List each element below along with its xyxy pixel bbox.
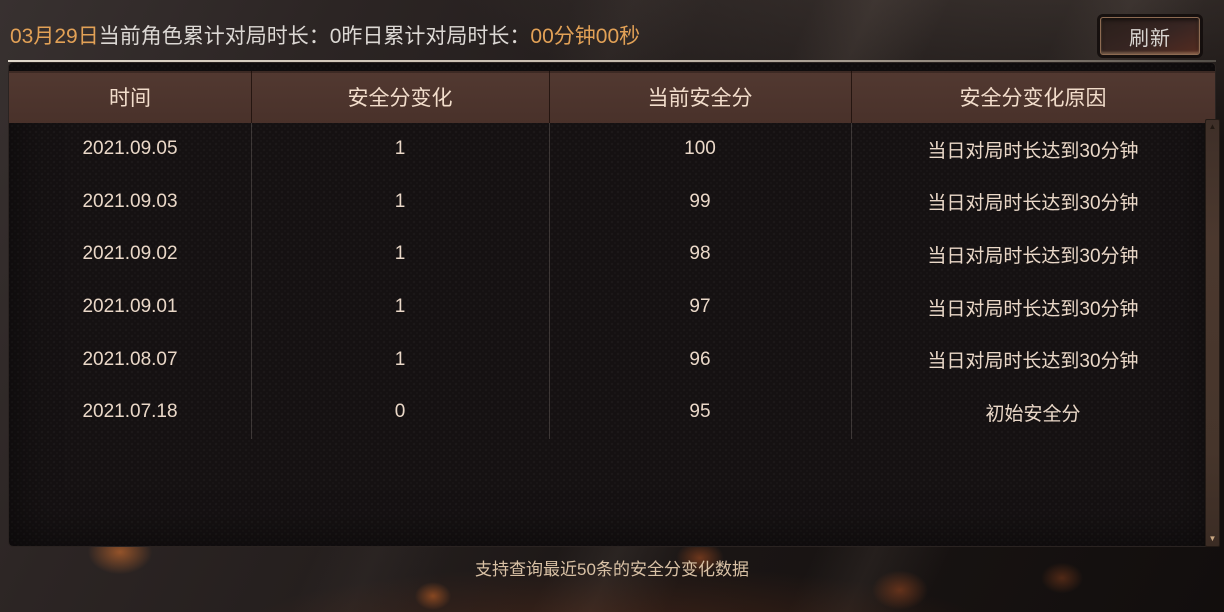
header-column-divider (851, 71, 852, 123)
column-header-current-score: 当前安全分 (647, 87, 753, 110)
scroll-down-icon[interactable]: ▼ (1208, 534, 1217, 543)
table-body: 2021.09.05 1 100 当日对局时长达到30分钟 2021.09.03… (9, 123, 1215, 439)
column-header-time: 时间 (109, 87, 151, 110)
scroll-up-icon[interactable]: ▲ (1208, 122, 1217, 131)
body-column-divider (251, 123, 252, 439)
cell-current-score: 96 (689, 348, 711, 370)
cell-score-change: 1 (394, 190, 406, 212)
yesterday-playtime-value: 00分钟00秒 (530, 25, 641, 48)
cell-score-change: 1 (394, 348, 406, 370)
status-bar: 03月29日当前角色累计对局时长：0昨日累计对局时长：00分钟00秒 (10, 23, 640, 51)
table-row: 2021.09.03 1 99 当日对局时长达到30分钟 (9, 176, 1215, 229)
yesterday-playtime-label: 昨日累计对局时长： (341, 25, 531, 48)
column-header-score-change: 安全分变化 (347, 87, 453, 110)
cell-reason: 当日对局时长达到30分钟 (927, 193, 1139, 215)
cell-reason: 当日对局时长达到30分钟 (927, 298, 1139, 320)
cell-date: 2021.09.03 (82, 190, 178, 212)
cell-current-score: 98 (689, 243, 711, 265)
cell-current-score: 95 (689, 401, 711, 423)
table-row: 2021.09.02 1 98 当日对局时长达到30分钟 (9, 228, 1215, 281)
column-header-change-reason: 安全分变化原因 (959, 87, 1107, 110)
cell-date: 2021.09.02 (82, 243, 178, 265)
refresh-button[interactable]: 刷新 (1100, 17, 1200, 55)
cell-date: 2021.09.01 (82, 296, 178, 318)
cell-score-change: 0 (394, 401, 406, 423)
cell-reason: 当日对局时长达到30分钟 (927, 245, 1139, 267)
table-row: 2021.09.05 1 100 当日对局时长达到30分钟 (9, 123, 1215, 176)
cell-reason: 初始安全分 (985, 403, 1081, 425)
cell-current-score: 99 (689, 190, 711, 212)
cell-score-change: 1 (394, 296, 406, 318)
footer-note: 支持查询最近50条的安全分变化数据 (475, 560, 749, 579)
cell-current-score: 100 (684, 138, 716, 160)
cell-reason: 当日对局时长达到30分钟 (927, 140, 1139, 162)
cumulative-playtime-label: 当前角色累计对局时长： (98, 25, 330, 48)
status-date: 03月29日 (10, 25, 99, 48)
top-divider-line (8, 60, 1216, 62)
table-row: 2021.08.07 1 96 当日对局时长达到30分钟 (9, 333, 1215, 386)
cumulative-playtime-value: 0 (329, 25, 342, 48)
header-column-divider (251, 71, 252, 123)
table-row: 2021.09.01 1 97 当日对局时长达到30分钟 (9, 281, 1215, 334)
cell-current-score: 97 (689, 296, 711, 318)
score-history-table: 时间 安全分变化 当前安全分 安全分变化原因 2021.09.05 1 100 … (8, 62, 1220, 547)
vertical-scrollbar[interactable]: ▲ ▼ (1205, 119, 1220, 547)
cell-reason: 当日对局时长达到30分钟 (927, 351, 1139, 373)
body-column-divider (851, 123, 852, 439)
header-column-divider (549, 71, 550, 123)
cell-date: 2021.08.07 (82, 348, 178, 370)
cell-date: 2021.07.18 (82, 401, 178, 423)
cell-score-change: 1 (394, 138, 406, 160)
table-header-row: 时间 安全分变化 当前安全分 安全分变化原因 (9, 71, 1215, 123)
cell-score-change: 1 (394, 243, 406, 265)
body-column-divider (549, 123, 550, 439)
cell-date: 2021.09.05 (82, 138, 178, 160)
table-row: 2021.07.18 0 95 初始安全分 (9, 386, 1215, 439)
